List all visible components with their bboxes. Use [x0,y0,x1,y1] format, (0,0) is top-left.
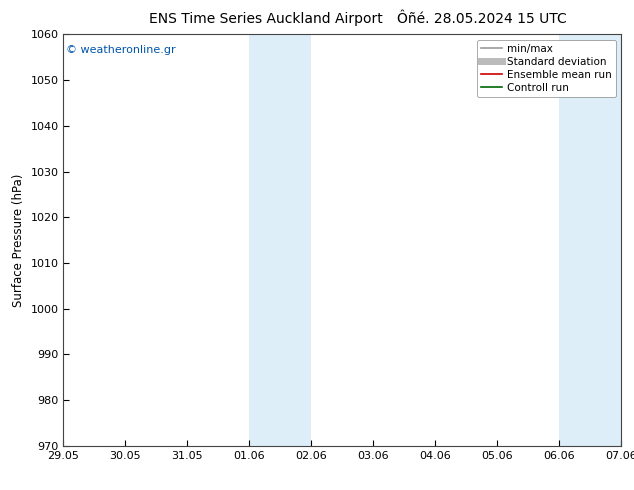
Bar [249,34,311,446]
Legend: min/max, Standard deviation, Ensemble mean run, Controll run: min/max, Standard deviation, Ensemble me… [477,40,616,97]
Text: © weatheronline.gr: © weatheronline.gr [66,45,176,54]
Text: Ôñé. 28.05.2024 15 UTC: Ôñé. 28.05.2024 15 UTC [397,12,567,26]
Text: ENS Time Series Auckland Airport: ENS Time Series Auckland Airport [150,12,383,26]
Bar [559,34,621,446]
Y-axis label: Surface Pressure (hPa): Surface Pressure (hPa) [12,173,25,307]
